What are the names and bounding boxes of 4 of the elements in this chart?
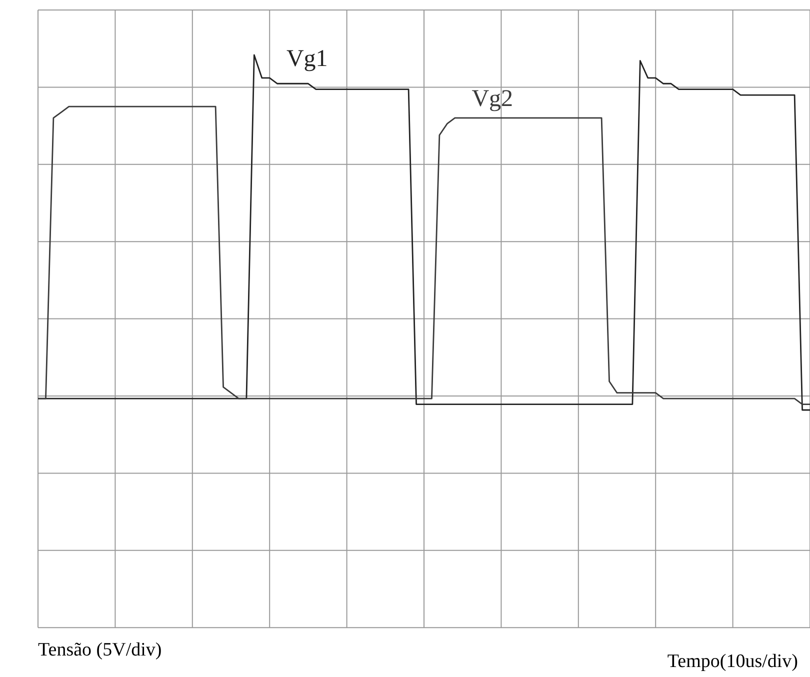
text: Tempo(10us/div) [667, 651, 798, 672]
series-label: Vg2 [472, 86, 514, 112]
series-label: Vg1 [286, 46, 328, 72]
text: Tensão (5V/div) [38, 640, 162, 661]
